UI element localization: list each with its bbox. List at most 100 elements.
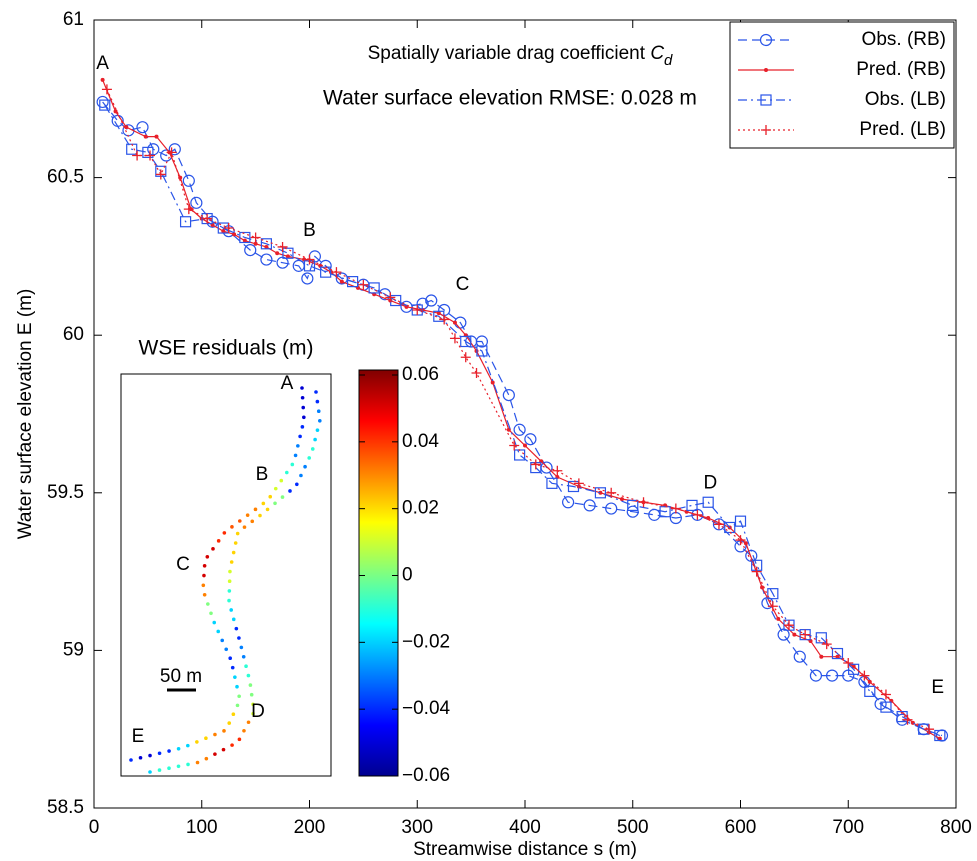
marker	[605, 502, 618, 515]
residual-dot	[300, 395, 305, 400]
map-label: A	[281, 373, 294, 394]
marker	[760, 585, 765, 590]
residual-dot	[298, 434, 302, 439]
residual-dot	[228, 656, 233, 661]
residual-dot	[279, 478, 284, 483]
marker	[183, 204, 194, 215]
colorbar-tick-label: −0.04	[402, 698, 451, 719]
marker	[275, 251, 280, 256]
title-symbol: C	[650, 43, 664, 64]
marker	[264, 244, 269, 249]
residual-dot	[303, 464, 307, 469]
y-axis-label: Water surface elevation E (m)	[15, 289, 36, 540]
marker	[659, 506, 671, 518]
residual-dot	[246, 673, 251, 678]
residual-dot	[195, 760, 200, 765]
residual-dot	[242, 729, 246, 733]
marker	[815, 632, 827, 644]
residual-dot	[284, 470, 289, 475]
residual-dot	[237, 694, 241, 699]
marker	[702, 496, 714, 508]
residual-dot	[300, 425, 305, 429]
residual-dot	[176, 764, 181, 769]
y-tick-label: 59	[63, 639, 84, 660]
residual-dot	[138, 755, 143, 760]
x-tick-label: 800	[940, 817, 972, 838]
residual-dot	[176, 747, 181, 751]
marker	[934, 729, 946, 742]
marker	[800, 629, 811, 640]
residual-dot	[211, 547, 215, 551]
residual-dot	[235, 531, 240, 536]
residual-dot	[237, 636, 241, 640]
marker	[101, 84, 112, 95]
marker	[524, 433, 537, 446]
residual-dot	[227, 579, 232, 584]
map-label: C	[176, 554, 190, 575]
residual-dot	[290, 462, 295, 467]
marker	[436, 311, 441, 316]
residual-dot	[315, 428, 320, 432]
y-tick-label: 61	[63, 9, 84, 30]
marker	[606, 487, 617, 498]
residual-dot	[186, 743, 190, 748]
y-tick-label: 60	[63, 324, 84, 345]
residual-dot	[296, 444, 300, 448]
marker	[178, 175, 183, 180]
marker	[182, 174, 195, 187]
residual-dot	[157, 768, 162, 772]
marker	[476, 345, 488, 357]
x-tick-label: 500	[617, 817, 649, 838]
residual-dot	[202, 563, 207, 568]
marker	[831, 647, 844, 660]
marker	[686, 499, 698, 512]
residual-dot	[246, 720, 251, 725]
marker	[835, 654, 840, 659]
annotation: A	[96, 53, 109, 74]
residual-dot	[310, 447, 315, 451]
x-tick-label: 700	[832, 817, 864, 838]
marker	[761, 125, 771, 135]
series-line	[102, 79, 941, 740]
residual-dot	[253, 507, 258, 512]
marker	[260, 253, 273, 266]
residual-dot	[231, 712, 236, 717]
residual-dot	[242, 525, 247, 529]
title-text: Spatially variable drag coefficient	[368, 43, 646, 64]
residual-dot	[302, 415, 306, 420]
marker	[809, 669, 823, 682]
marker	[412, 304, 423, 315]
residual-dot	[230, 743, 234, 747]
marker	[142, 146, 154, 158]
residual-dot	[167, 749, 171, 753]
residual-dot	[261, 501, 266, 506]
marker	[767, 601, 778, 612]
x-tick-label: 300	[401, 817, 433, 838]
residual-dot	[293, 453, 298, 458]
annotation: D	[703, 472, 717, 493]
marker	[99, 99, 111, 111]
residual-dot	[195, 740, 199, 744]
marker	[155, 169, 166, 180]
marker	[764, 68, 768, 72]
marker	[583, 499, 596, 512]
annotation: B	[303, 220, 316, 241]
residual-dot	[229, 560, 234, 564]
residual-dot	[230, 665, 235, 670]
residual-dot	[213, 732, 217, 737]
residual-dot	[230, 525, 234, 529]
residual-dot	[315, 399, 320, 404]
residual-dot	[268, 494, 273, 499]
residual-dot	[222, 531, 227, 535]
marker	[793, 650, 806, 663]
residual-dot	[228, 569, 232, 574]
marker	[638, 497, 649, 508]
marker	[113, 109, 118, 114]
residual-dot	[221, 747, 226, 752]
marker	[509, 440, 520, 451]
colorbar-tick-label: 0.06	[402, 364, 439, 385]
colorbar-tick-label: 0	[402, 565, 413, 586]
residual-dot	[237, 519, 242, 523]
marker	[880, 701, 892, 713]
